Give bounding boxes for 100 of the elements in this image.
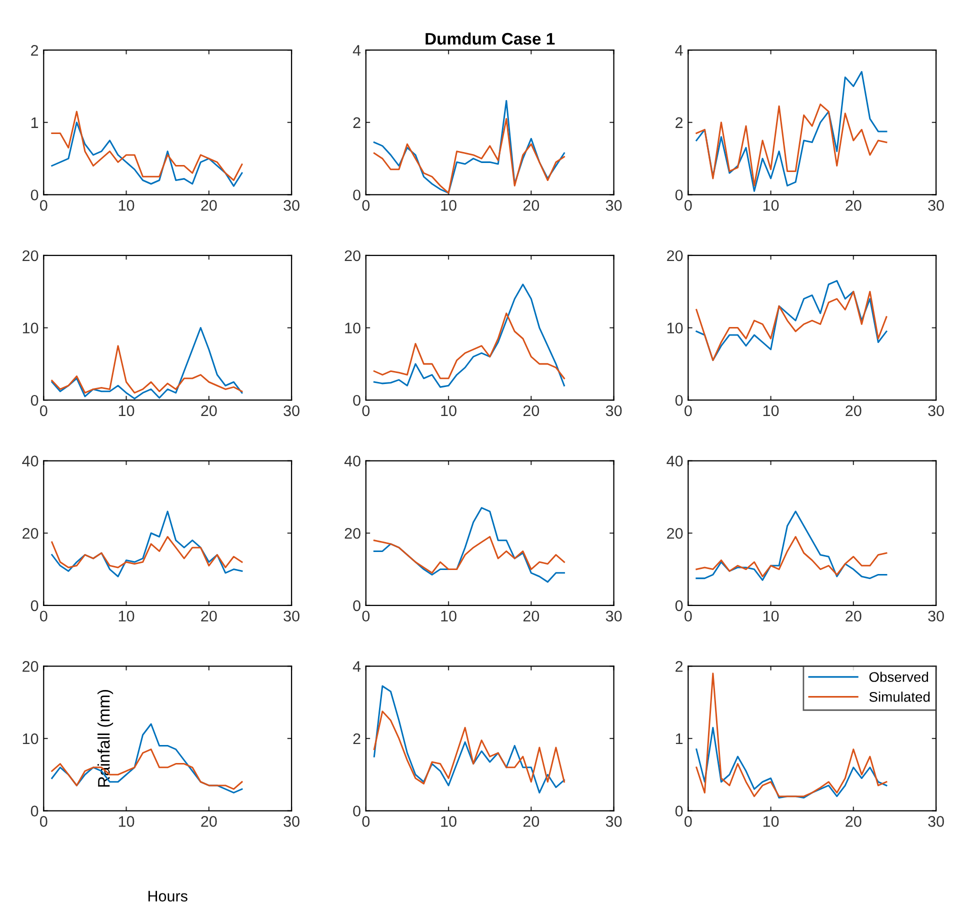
line-series [373,312,565,380]
y-tick-label: 0 [675,806,683,816]
x-tick-label: 10 [763,610,779,622]
x-tick-label: 30 [284,816,300,827]
legend-label: Observed [869,672,928,682]
y-tick-label: 0 [353,190,360,200]
x-tick-label: 10 [441,405,456,416]
x-tick-label: 30 [606,200,622,211]
y-tick-label: 10 [667,322,683,334]
x-tick-label: 10 [763,200,779,211]
x-tick-label: 20 [846,405,862,416]
y-tick-label: 20 [344,250,360,262]
line-series [696,510,888,581]
x-tick-label: 30 [928,200,944,211]
x-tick-label: 30 [284,610,300,622]
x-tick-label: 30 [928,816,944,827]
x-tick-label: 20 [846,610,862,622]
x-tick-label: 0 [684,405,692,416]
x-tick-label: 20 [523,610,540,622]
y-tick-label: 20 [344,528,360,539]
x-tick-label: 20 [201,200,217,211]
y-axis-title: Rainfall (mm) [98,690,114,787]
x-tick-label: 30 [606,610,622,622]
y-tick-label: 10 [22,322,38,334]
x-tick-label: 0 [684,816,692,827]
y-tick-label: 1 [31,117,38,128]
x-tick-label: 30 [606,816,622,827]
x-tick-label: 30 [928,610,944,622]
x-tick-label: 10 [763,816,779,827]
y-tick-label: 2 [353,733,360,744]
y-tick-label: 2 [676,117,683,128]
y-tick-label: 20 [667,528,683,539]
line-series [373,685,565,794]
x-tick-label: 0 [362,816,370,827]
x-tick-label: 10 [118,200,134,211]
line-series [51,536,243,568]
x-tick-label: 10 [763,405,779,416]
x-tick-label: 20 [201,610,217,622]
x-tick-label: 20 [201,405,217,416]
line-series [51,110,243,182]
x-tick-label: 0 [40,816,48,827]
line-series [373,284,565,388]
x-tick-label: 30 [606,405,622,416]
y-tick-label: 10 [22,733,38,744]
y-tick-label: 0 [353,806,360,816]
y-tick-label: 20 [22,250,38,262]
x-tick-label: 10 [118,816,134,827]
x-tick-label: 10 [118,405,134,416]
chart-title: Dumdum Case 1 [426,32,555,45]
x-tick-label: 10 [441,200,456,211]
y-tick-label: 0 [30,394,38,406]
line-series [51,510,243,578]
x-tick-label: 10 [441,816,456,827]
x-tick-label: 30 [284,405,300,416]
y-tick-label: 2 [676,661,683,672]
line-series [51,122,243,187]
y-tick-label: 4 [675,45,683,56]
y-tick-label: 0 [353,600,360,612]
y-tick-label: 20 [22,661,38,672]
y-tick-label: 40 [22,456,38,467]
line-series [696,71,888,192]
y-tick-label: 40 [666,456,683,467]
line-series [696,104,888,186]
y-tick-label: 2 [353,117,360,128]
y-tick-label: 0 [675,394,683,406]
x-tick-label: 0 [684,610,692,622]
x-tick-label: 0 [362,610,370,622]
line-series [373,710,565,784]
x-tick-label: 0 [40,405,48,416]
y-tick-label: 20 [667,250,683,262]
y-tick-label: 0 [675,190,683,200]
line-series [373,100,565,194]
x-tick-label: 30 [284,200,300,211]
y-tick-label: 1 [676,734,683,744]
y-tick-label: 10 [345,322,360,334]
legend-label: Simulated [869,692,930,702]
x-tick-label: 20 [846,200,862,211]
y-tick-label: 20 [22,528,38,539]
y-tick-label: 40 [344,456,360,467]
x-tick-label: 20 [523,816,540,827]
line-series [696,726,888,799]
x-tick-label: 20 [201,816,217,827]
x-tick-label: 0 [40,610,48,622]
line-series [51,345,243,394]
y-tick-label: 4 [352,45,361,56]
x-tick-label: 0 [40,200,48,211]
x-tick-label: 30 [928,405,944,416]
x-tick-label: 10 [118,610,134,622]
x-tick-label: 0 [362,200,370,211]
x-axis-title: Hours [148,890,188,902]
x-tick-label: 20 [523,405,540,416]
y-tick-label: 0 [30,190,38,200]
line-series [373,118,565,194]
line-series [696,536,888,578]
x-tick-label: 0 [362,405,370,416]
line-series [373,536,565,574]
y-tick-label: 0 [675,600,683,612]
x-tick-label: 20 [846,816,862,827]
y-tick-label: 0 [30,600,38,612]
y-tick-label: 4 [352,661,361,672]
